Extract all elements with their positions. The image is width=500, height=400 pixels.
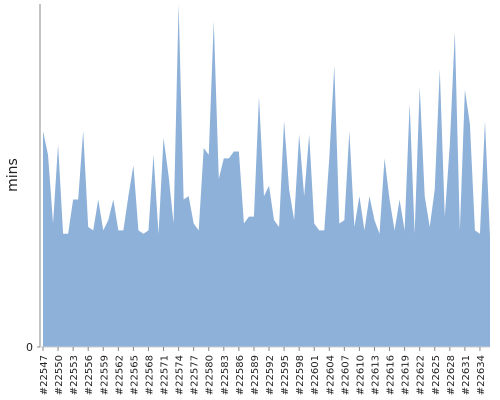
x-tick-label: #22628 (446, 355, 457, 395)
x-tick-label: #22619 (401, 355, 412, 395)
x-tick-label: #22622 (416, 355, 427, 395)
x-tick-label: #22559 (99, 355, 110, 395)
x-tick-label: #22568 (144, 355, 155, 395)
x-tick-label: #22592 (265, 355, 276, 395)
x-tick-label: #22616 (386, 355, 397, 395)
x-tick-label: #22556 (84, 355, 95, 395)
x-tick-label: #22625 (431, 355, 442, 395)
x-tick-label: #22613 (370, 355, 381, 395)
y-axis-label: mins (5, 158, 21, 192)
x-tick-label: #22604 (325, 355, 336, 395)
x-tick-label: #22601 (310, 355, 321, 395)
x-tick-label: #22634 (476, 355, 487, 395)
x-tick-label: #22553 (69, 355, 80, 395)
x-tick-label: #22571 (160, 355, 171, 395)
x-tick-label: #22586 (235, 355, 246, 395)
x-tick-label: #22574 (175, 355, 186, 395)
x-tick-label: #22583 (220, 355, 231, 395)
y-tick-label: 0 (26, 341, 33, 354)
x-tick-label: #22577 (190, 355, 201, 395)
x-tick-label: #22589 (250, 355, 261, 395)
x-tick-label: #22610 (355, 355, 366, 395)
x-tick-label: #22547 (39, 355, 50, 395)
area (43, 4, 490, 347)
x-tick-label: #22565 (129, 355, 140, 395)
x-tick-label: #22550 (54, 355, 65, 395)
x-tick-label: #22598 (295, 355, 306, 395)
x-tick-label: #22595 (280, 355, 291, 395)
x-tick-label: #22631 (461, 355, 472, 395)
x-tick-label: #22562 (114, 355, 125, 395)
x-tick-label: #22607 (340, 355, 351, 395)
x-tick-label: #22580 (205, 355, 216, 395)
